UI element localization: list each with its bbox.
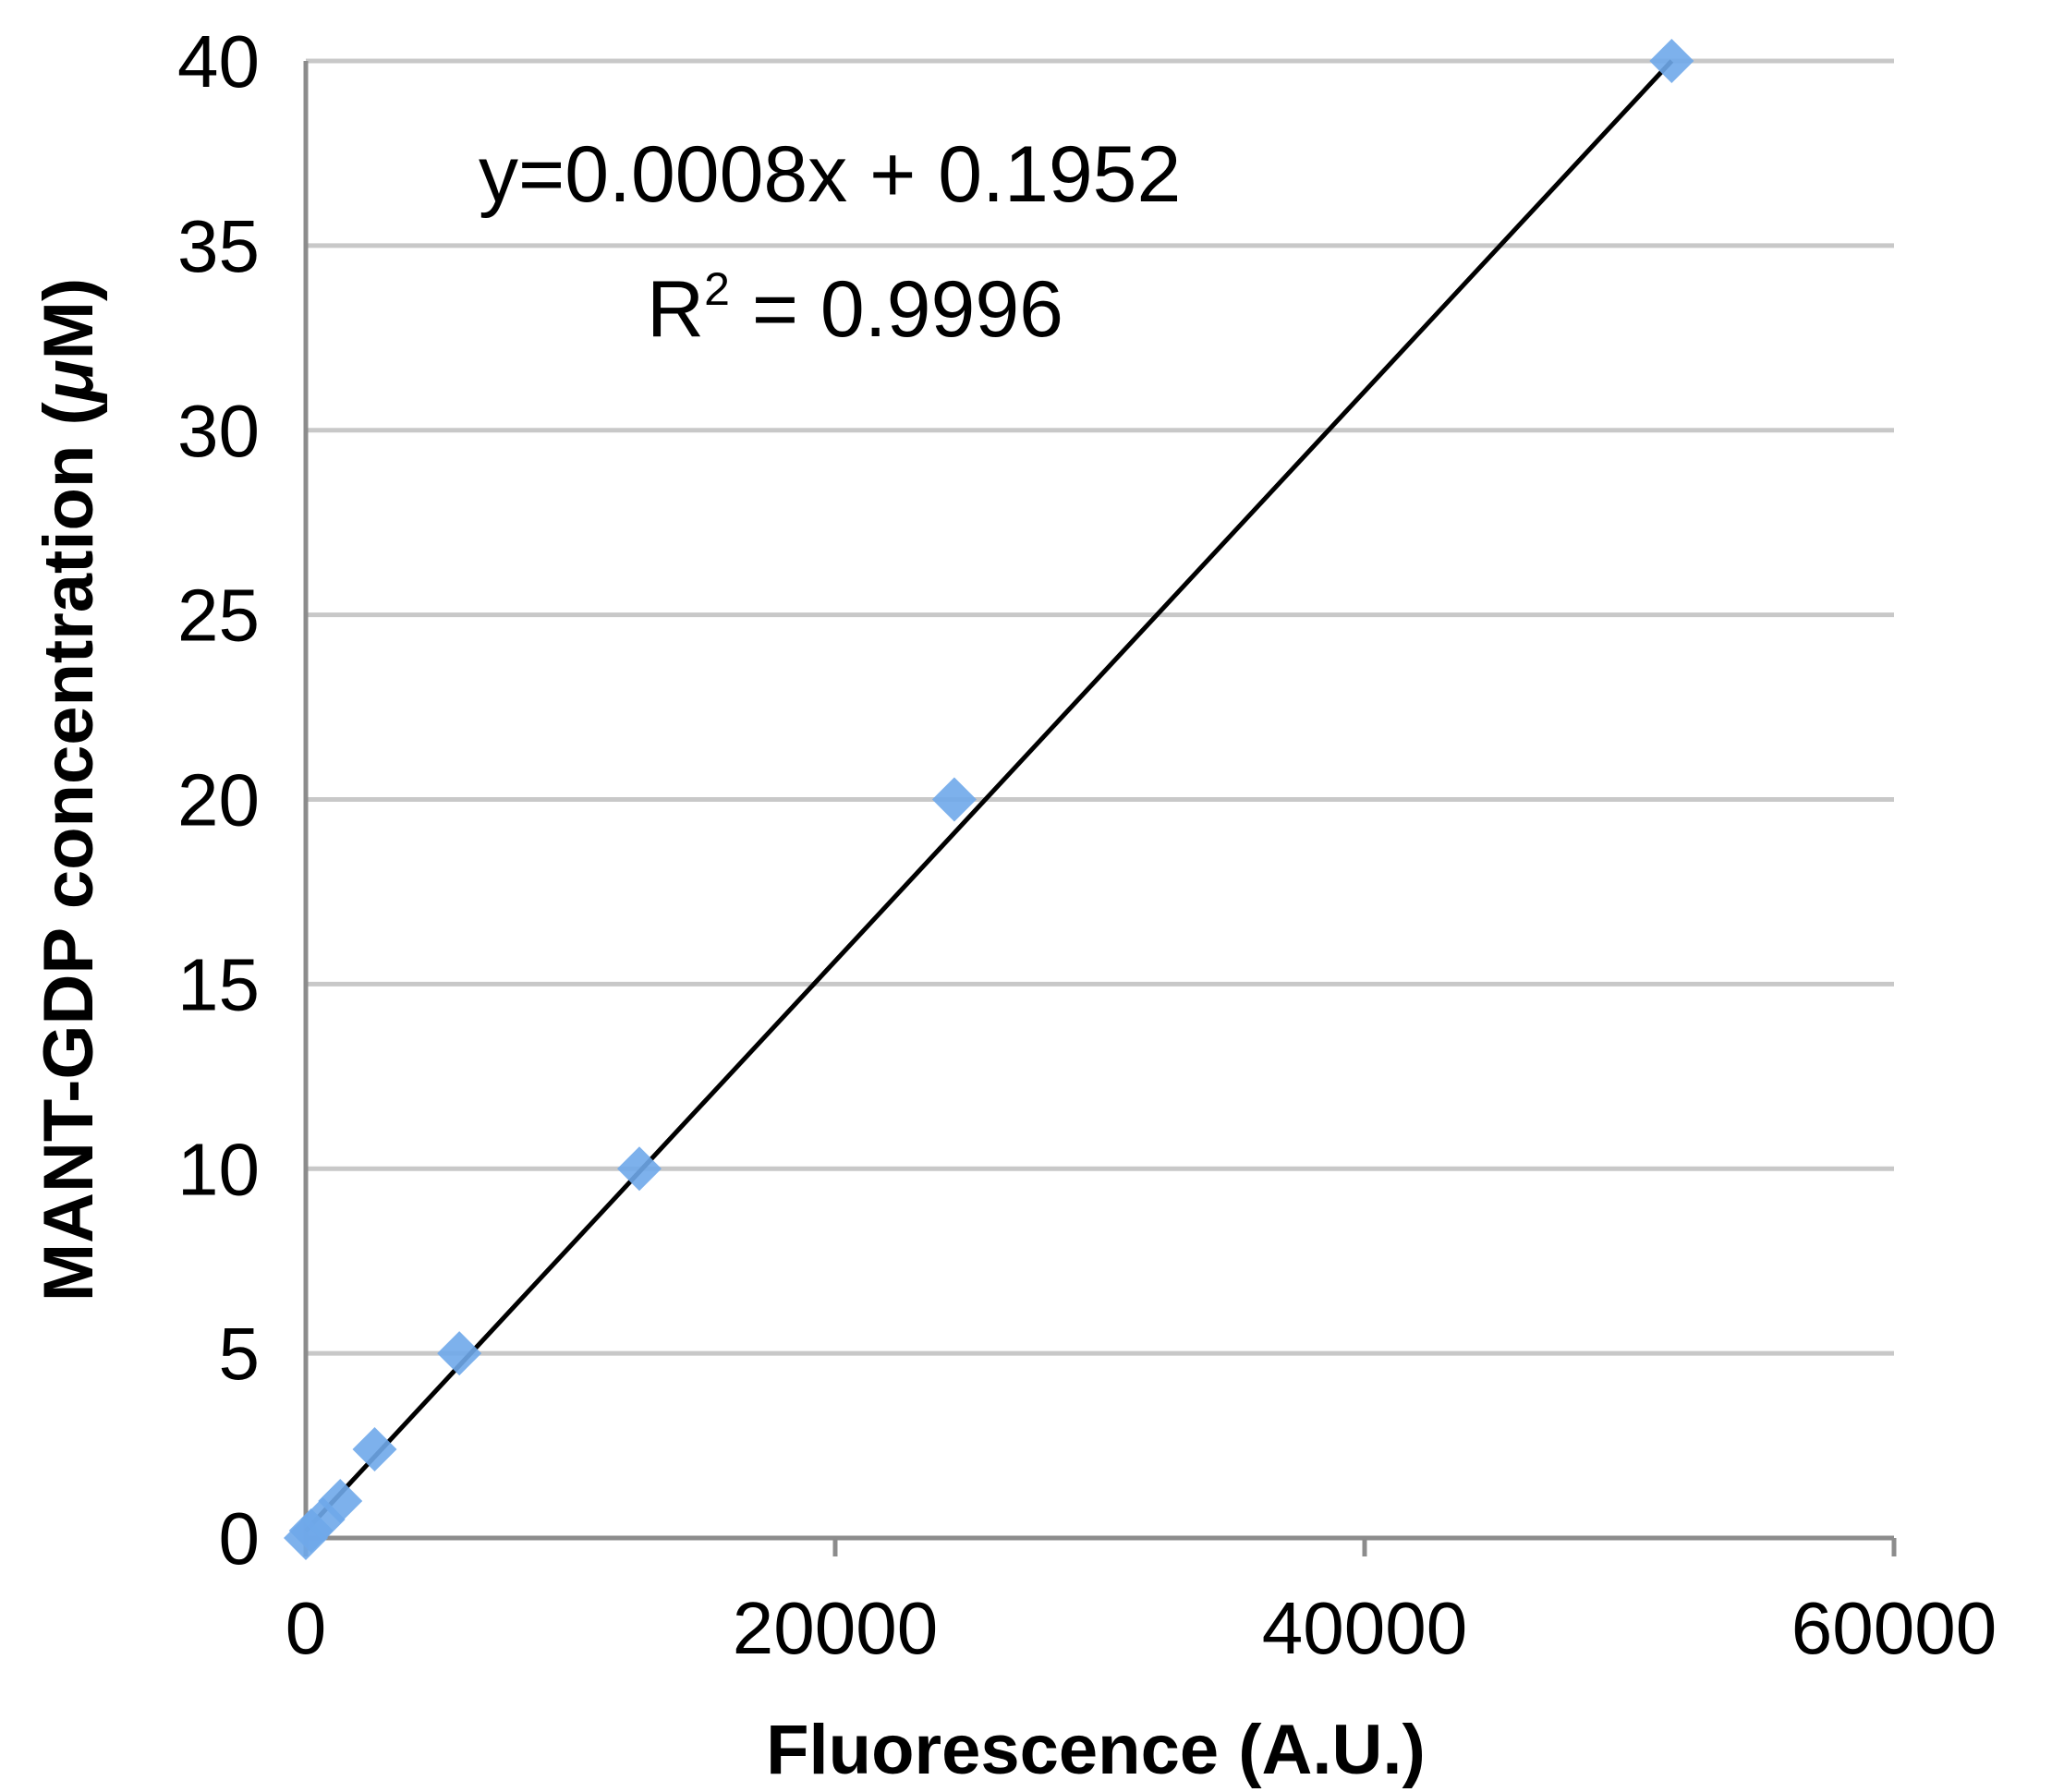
data-point bbox=[931, 777, 977, 822]
data-point bbox=[318, 1479, 363, 1524]
r-squared-value: = 0.9996 bbox=[730, 265, 1063, 354]
y-tick-label: 15 bbox=[177, 943, 260, 1025]
x-tick-label: 0 bbox=[285, 1587, 327, 1669]
y-axis-title-mu: μ bbox=[30, 359, 108, 404]
y-tick-label: 10 bbox=[177, 1128, 260, 1210]
x-ticks: 0 20000 40000 60000 bbox=[285, 1538, 1997, 1669]
x-tick-label: 60000 bbox=[1791, 1587, 1997, 1669]
y-tick-label: 0 bbox=[219, 1497, 261, 1580]
y-tick-label: 40 bbox=[177, 20, 260, 103]
data-point bbox=[437, 1331, 482, 1376]
data-points bbox=[284, 39, 1694, 1560]
equation-label: y=0.0008x + 0.1952 bbox=[479, 130, 1181, 219]
x-tick-label: 40000 bbox=[1262, 1587, 1467, 1669]
x-axis-title: Fluorescence (A.U.) bbox=[766, 1711, 1426, 1789]
y-axis-title-unit: M) bbox=[30, 278, 108, 360]
y-axis-title-main: MANT-GDP concentration ( bbox=[30, 402, 108, 1302]
x-tick-label: 20000 bbox=[733, 1587, 938, 1669]
grid-lines bbox=[306, 58, 1894, 1356]
y-tick-label: 25 bbox=[177, 575, 260, 657]
data-point bbox=[616, 1146, 662, 1192]
y-tick-label: 20 bbox=[177, 759, 260, 842]
y-axis-title: MANT-GDP concentration (μM) bbox=[30, 278, 108, 1302]
trendline bbox=[304, 59, 1674, 1532]
trendline-group bbox=[304, 59, 1674, 1532]
r-squared-sup: 2 bbox=[704, 263, 730, 315]
y-ticks: 0 5 10 15 20 25 30 35 40 bbox=[177, 20, 260, 1580]
y-tick-label: 30 bbox=[177, 390, 260, 472]
y-tick-label: 5 bbox=[219, 1313, 261, 1395]
r-squared-label: R2 = 0.9996 bbox=[647, 263, 1063, 354]
data-point bbox=[1649, 39, 1694, 83]
r-squared-r: R bbox=[647, 265, 704, 354]
axes bbox=[303, 61, 1894, 1541]
data-point bbox=[352, 1427, 397, 1472]
y-tick-label: 35 bbox=[177, 205, 260, 287]
